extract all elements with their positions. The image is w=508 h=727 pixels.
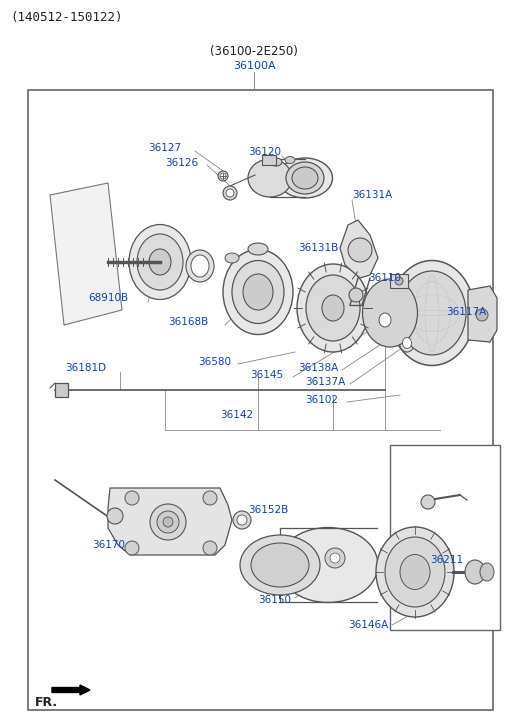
Circle shape bbox=[218, 171, 228, 181]
Ellipse shape bbox=[480, 563, 494, 581]
Text: 36580: 36580 bbox=[198, 357, 231, 367]
Ellipse shape bbox=[465, 560, 485, 584]
Ellipse shape bbox=[240, 535, 320, 595]
Text: (140512-150122): (140512-150122) bbox=[10, 12, 122, 25]
Circle shape bbox=[220, 173, 226, 179]
Ellipse shape bbox=[186, 250, 214, 282]
Ellipse shape bbox=[243, 274, 273, 310]
Text: FR.: FR. bbox=[35, 696, 58, 709]
Ellipse shape bbox=[248, 159, 292, 197]
Bar bbox=[390, 445, 500, 630]
Ellipse shape bbox=[157, 511, 179, 533]
Ellipse shape bbox=[392, 318, 408, 337]
Ellipse shape bbox=[225, 253, 239, 263]
Ellipse shape bbox=[376, 527, 454, 617]
Ellipse shape bbox=[248, 243, 268, 255]
FancyArrow shape bbox=[52, 685, 90, 695]
Polygon shape bbox=[468, 286, 497, 342]
Ellipse shape bbox=[191, 255, 209, 277]
Text: 36150: 36150 bbox=[258, 595, 291, 605]
Ellipse shape bbox=[285, 156, 295, 164]
Ellipse shape bbox=[277, 158, 333, 198]
Polygon shape bbox=[340, 220, 378, 278]
Circle shape bbox=[476, 309, 488, 321]
Ellipse shape bbox=[163, 517, 173, 527]
Text: 36170: 36170 bbox=[92, 540, 125, 550]
Ellipse shape bbox=[149, 249, 171, 275]
Text: 36131B: 36131B bbox=[298, 243, 338, 253]
Text: 36181D: 36181D bbox=[65, 363, 106, 373]
Circle shape bbox=[348, 238, 372, 262]
Text: 68910B: 68910B bbox=[88, 293, 128, 303]
Bar bbox=[262, 155, 276, 165]
Text: 36145: 36145 bbox=[250, 370, 283, 380]
Ellipse shape bbox=[398, 271, 466, 355]
Ellipse shape bbox=[129, 225, 191, 300]
Text: 36152B: 36152B bbox=[248, 505, 288, 515]
Ellipse shape bbox=[322, 295, 344, 321]
Circle shape bbox=[125, 491, 139, 505]
Text: 36120: 36120 bbox=[248, 147, 281, 157]
Text: 36126: 36126 bbox=[165, 158, 198, 168]
Ellipse shape bbox=[278, 528, 378, 603]
Text: 36211: 36211 bbox=[430, 555, 463, 565]
Circle shape bbox=[421, 495, 435, 509]
Text: 36100A: 36100A bbox=[233, 61, 275, 71]
Ellipse shape bbox=[286, 162, 324, 194]
Circle shape bbox=[237, 515, 247, 525]
Bar bbox=[28, 90, 493, 710]
Ellipse shape bbox=[292, 167, 318, 189]
Ellipse shape bbox=[232, 260, 284, 324]
Circle shape bbox=[107, 508, 123, 524]
Ellipse shape bbox=[399, 334, 415, 352]
Ellipse shape bbox=[223, 249, 293, 334]
Ellipse shape bbox=[400, 555, 430, 590]
Circle shape bbox=[226, 189, 234, 197]
Polygon shape bbox=[50, 183, 122, 325]
Circle shape bbox=[395, 277, 403, 285]
Text: 36138A: 36138A bbox=[298, 363, 338, 373]
Ellipse shape bbox=[251, 543, 309, 587]
Text: 36168B: 36168B bbox=[168, 317, 208, 327]
Ellipse shape bbox=[374, 307, 396, 333]
Ellipse shape bbox=[385, 537, 445, 607]
Ellipse shape bbox=[379, 313, 391, 327]
Text: 36102: 36102 bbox=[305, 395, 338, 405]
Circle shape bbox=[125, 541, 139, 555]
Text: 36142: 36142 bbox=[220, 410, 253, 420]
Ellipse shape bbox=[297, 264, 369, 352]
Text: 36127: 36127 bbox=[148, 143, 181, 153]
Circle shape bbox=[349, 288, 363, 302]
Text: 36117A: 36117A bbox=[446, 307, 486, 317]
Polygon shape bbox=[55, 383, 68, 397]
Text: 36131A: 36131A bbox=[352, 190, 392, 200]
Ellipse shape bbox=[363, 279, 418, 347]
Ellipse shape bbox=[270, 158, 282, 166]
Text: 36110: 36110 bbox=[368, 273, 401, 283]
Ellipse shape bbox=[402, 337, 411, 348]
Circle shape bbox=[233, 511, 251, 529]
Circle shape bbox=[325, 548, 345, 568]
Text: 36146A: 36146A bbox=[348, 620, 388, 630]
Circle shape bbox=[203, 491, 217, 505]
Text: (36100-2E250): (36100-2E250) bbox=[210, 46, 298, 58]
Bar bbox=[390, 274, 408, 288]
Text: 36137A: 36137A bbox=[305, 377, 345, 387]
Circle shape bbox=[223, 186, 237, 200]
Ellipse shape bbox=[137, 234, 183, 290]
Polygon shape bbox=[108, 488, 232, 555]
Ellipse shape bbox=[390, 260, 474, 366]
Circle shape bbox=[203, 541, 217, 555]
Circle shape bbox=[330, 553, 340, 563]
Ellipse shape bbox=[306, 275, 360, 341]
Ellipse shape bbox=[150, 504, 186, 540]
